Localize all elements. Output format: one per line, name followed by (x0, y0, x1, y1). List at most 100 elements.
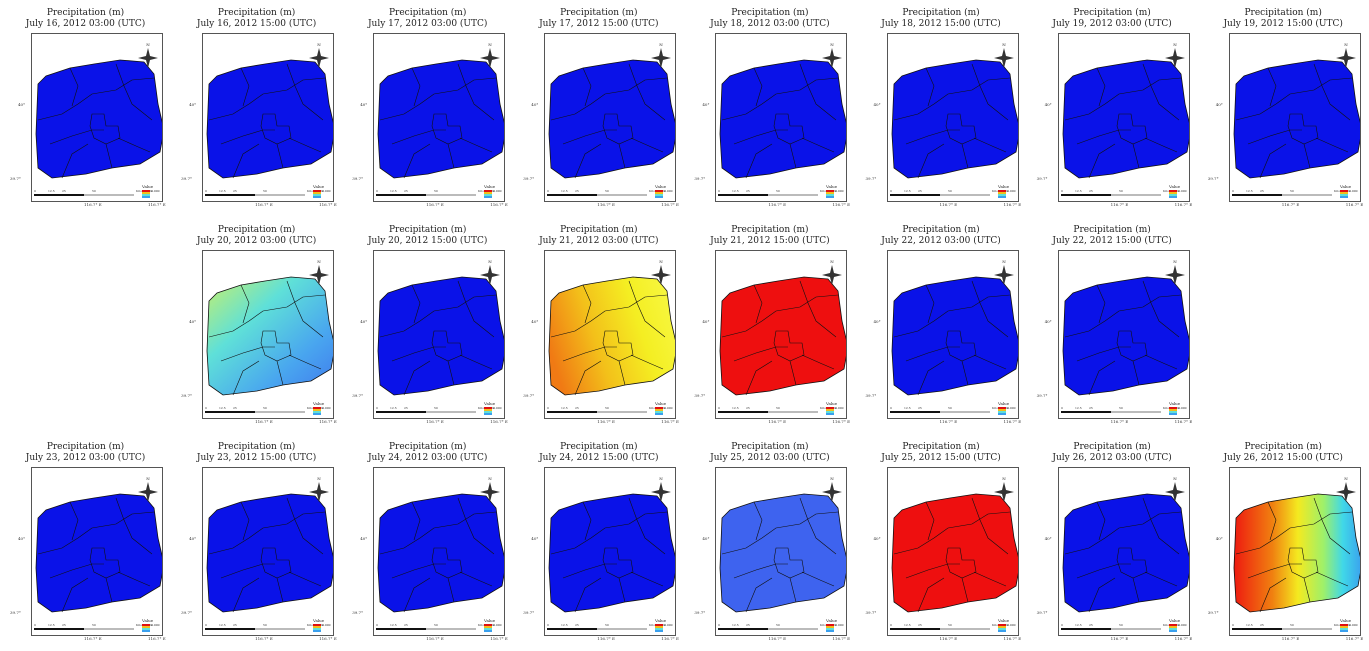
district-boundary (431, 547, 463, 579)
region-area (377, 493, 505, 613)
scale-bar: 012.52550Kilometers (718, 406, 837, 413)
lon-tick-label: 116.7° E (768, 202, 787, 207)
lon-tick-label: 116.7° E (661, 202, 679, 207)
district-boundary (1144, 571, 1177, 587)
district-boundary (232, 143, 260, 179)
scale-label: 12.5 (561, 189, 568, 193)
district-boundary (411, 67, 421, 107)
legend-swatch (313, 190, 322, 192)
district-boundary (961, 577, 968, 603)
district-boundary (754, 284, 763, 324)
lat-tick-label: 40° (360, 536, 368, 541)
district-boundary (89, 547, 121, 579)
lat-tick-label: 39.7° (10, 610, 21, 615)
scale-label: 25 (1260, 623, 1264, 627)
lon-tick-label: 116.7° E (148, 202, 166, 207)
district-boundary (1315, 571, 1348, 587)
district-boundary (49, 563, 104, 579)
district-boundary (754, 501, 763, 541)
legend-title: Value (1339, 184, 1352, 189)
district-boundary (240, 284, 250, 324)
district-boundary (1088, 577, 1115, 613)
district-boundary (722, 294, 839, 338)
district-boundary (411, 284, 421, 324)
scale-bar: 012.52550Kilometers (889, 189, 1009, 196)
region-area (548, 493, 676, 613)
district-boundary (220, 346, 276, 362)
map-panel: Precipitation (m) July 18, 2012 03:00 (UT… (684, 0, 855, 217)
north-arrow-icon: N (822, 259, 843, 285)
scale-bar: 012.52550Kilometers (205, 189, 324, 196)
legend-swatch (484, 409, 493, 411)
lat-tick-label: 40° (1044, 102, 1052, 107)
panel-title: Precipitation (m) (389, 225, 467, 235)
district-boundary (1132, 143, 1139, 169)
district-boundary (629, 63, 666, 121)
legend-title: Value (997, 401, 1010, 406)
district-boundary (973, 354, 1006, 370)
scale-label: 25 (918, 189, 922, 193)
scale-label: 25 (1089, 406, 1093, 410)
district-boundary (800, 497, 837, 555)
scale-label: 50 (1119, 189, 1123, 193)
scale-bar: 012.52550Kilometers (889, 406, 1009, 413)
lon-tick-label: 116.7° E (319, 419, 337, 424)
compass-label: N (317, 42, 321, 47)
north-arrow-icon: N (309, 259, 330, 285)
panel-title: Precipitation (m) (560, 225, 638, 235)
lat-tick-label: 40° (531, 319, 539, 324)
panel-title: Precipitation (m) (902, 225, 980, 235)
district-boundary (774, 330, 805, 362)
district-boundary (800, 280, 837, 338)
district-boundary (232, 577, 260, 613)
district-boundary (457, 280, 495, 338)
legend-swatch (997, 624, 1006, 626)
north-arrow-icon: N (138, 476, 158, 502)
legend-title: Value (654, 618, 667, 623)
district-boundary (619, 577, 626, 603)
district-boundary (460, 571, 493, 587)
scale-label: 12.5 (1246, 189, 1253, 193)
legend-title: Value (1168, 401, 1181, 406)
panel-title: Precipitation (m) (217, 225, 296, 235)
district-boundary (260, 547, 292, 579)
legend-title: Value (825, 401, 838, 406)
legend-value: 0.000 (1178, 189, 1187, 193)
scale-bar: 012.52550Kilometers (1060, 406, 1180, 413)
legend-swatch (1339, 630, 1348, 632)
district-boundary (288, 137, 322, 153)
scale-label: 0 (1061, 406, 1063, 410)
district-boundary (431, 330, 463, 362)
legend-title: Value (141, 618, 154, 623)
legend-value: 0.000 (664, 189, 673, 193)
legend-value: 0.000 (835, 406, 844, 410)
legend-swatch (313, 407, 322, 409)
region-area (377, 59, 505, 179)
lon-tick-label: 116.7° E (84, 202, 102, 207)
panel-datetime: July 24, 2012 15:00 (UTC) (539, 453, 659, 463)
district-boundary (89, 113, 121, 145)
district-boundary (893, 77, 1010, 121)
district-boundary (1088, 143, 1115, 179)
lon-tick-label: 116.7° E (1281, 202, 1300, 207)
lon-tick-label: 116.7° E (768, 636, 787, 641)
region-area (206, 59, 334, 179)
scale-label: 50 (948, 406, 952, 410)
region-area (1062, 59, 1189, 179)
scale-label: 50 (434, 623, 438, 627)
lon-tick-label: 116.7° E (255, 419, 273, 424)
panel-datetime: July 17, 2012 15:00 (UTC) (539, 19, 659, 29)
legend-swatch (313, 196, 322, 198)
scale-label: 0 (890, 406, 892, 410)
